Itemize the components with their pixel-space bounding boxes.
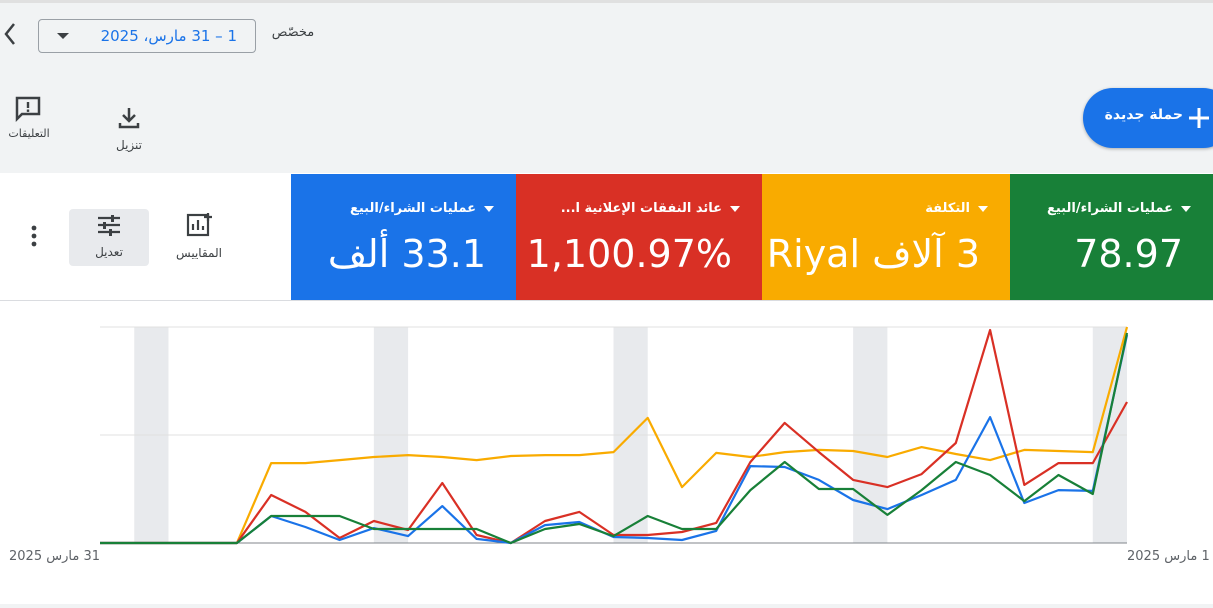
metric-value: 1,100.97% bbox=[526, 232, 732, 276]
adjust-button[interactable]: تعديل bbox=[69, 209, 149, 266]
metric-label: عمليات الشراء/البيع bbox=[350, 201, 494, 216]
metrics-icon[interactable] bbox=[186, 212, 214, 238]
feedback-label: التعليقات bbox=[8, 127, 50, 140]
footer-band bbox=[0, 604, 1213, 608]
metric-card[interactable]: عمليات الشراء/البيع 33.1 ألف bbox=[291, 174, 516, 300]
metric-card[interactable]: عمليات الشراء/البيع 78.97 bbox=[1010, 174, 1213, 300]
dropdown-arrow bbox=[57, 33, 69, 39]
metric-card[interactable]: عائد النفقات الإعلانية ا... 1,100.97% bbox=[516, 174, 762, 300]
toolbar: 1 – 31 مارس، 2025 مخصّص التعليقات تنزيل bbox=[0, 0, 1213, 173]
series-line bbox=[100, 326, 1129, 545]
new-campaign-button[interactable]: حملة جديدة bbox=[1083, 88, 1213, 148]
x-tick-label: 31 مارس 2025 bbox=[9, 549, 100, 564]
new-campaign-label: حملة جديدة bbox=[1104, 107, 1183, 123]
plus-icon bbox=[1189, 108, 1209, 128]
metric-label: عمليات الشراء/البيع bbox=[1047, 201, 1191, 216]
x-tick-label: 1 مارس 2025 bbox=[1127, 549, 1210, 564]
more-menu[interactable] bbox=[24, 224, 44, 250]
date-label: مخصّص bbox=[271, 25, 315, 40]
metric-label: عائد النفقات الإعلانية ا... bbox=[561, 201, 740, 216]
metric-label: التكلفة bbox=[925, 201, 988, 216]
divider bbox=[0, 300, 1213, 301]
download-label: تنزيل bbox=[115, 138, 142, 152]
metric-card[interactable]: التكلفة 3 آلاف Riyal bbox=[762, 174, 1010, 300]
feedback-icon[interactable] bbox=[14, 95, 42, 123]
back-chevron[interactable] bbox=[2, 21, 18, 47]
metric-value: 33.1 ألف bbox=[327, 232, 486, 276]
adjust-label: تعديل bbox=[95, 245, 123, 259]
series-line bbox=[100, 332, 1129, 545]
metric-value: 3 آلاف Riyal bbox=[766, 232, 980, 276]
metric-value: 78.97 bbox=[1074, 232, 1183, 276]
line-chart: 31 مارس 2025 1 مارس 2025 bbox=[9, 326, 1210, 564]
tune-icon bbox=[98, 215, 120, 236]
download-icon[interactable] bbox=[116, 105, 142, 131]
date-range-picker[interactable]: 1 – 31 مارس، 2025 bbox=[38, 19, 256, 53]
date-range: 1 – 31 مارس، 2025 bbox=[100, 27, 237, 45]
metrics-label: المقاييس bbox=[176, 246, 222, 260]
